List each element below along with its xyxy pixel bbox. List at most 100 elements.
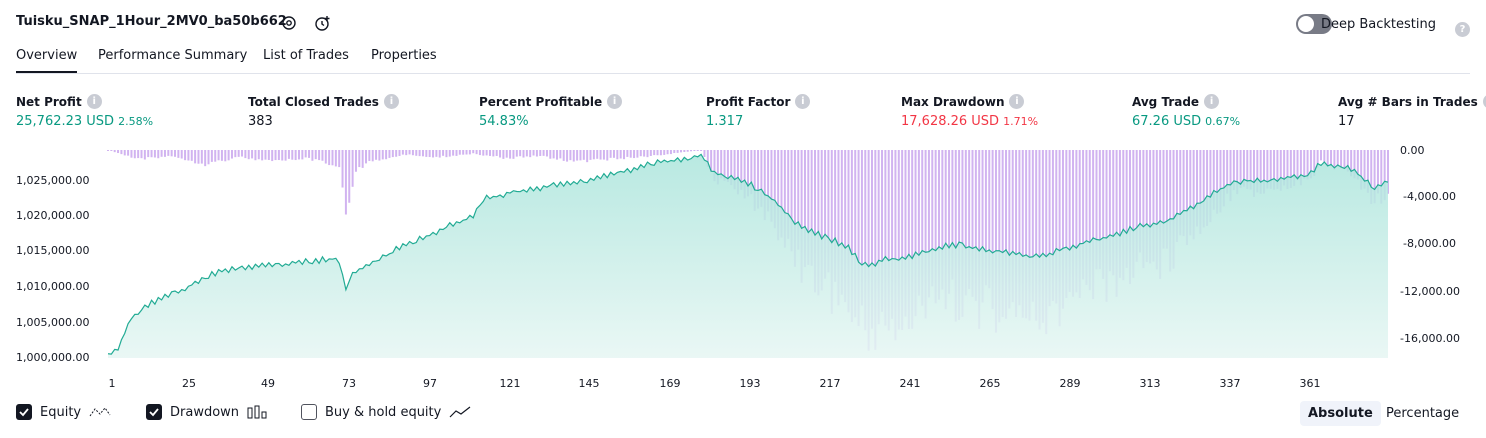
drawdown-bar [964, 150, 967, 296]
drawdown-bar [187, 150, 190, 161]
drawdown-bar [1283, 150, 1286, 186]
drawdown-bar [113, 150, 116, 153]
info-icon[interactable]: i [1009, 94, 1025, 109]
drawdown-bar [1135, 150, 1138, 262]
info-icon[interactable]: i [86, 94, 102, 109]
drawdown-bar [177, 150, 180, 158]
info-icon[interactable]: i [383, 94, 399, 109]
drawdown-bar [1229, 150, 1232, 202]
left-axis-tick: 1,015,000.00 [16, 244, 90, 257]
info-icon[interactable]: i [1204, 94, 1220, 109]
drawdown-bar [911, 150, 914, 329]
tab-overview[interactable]: Overview [16, 48, 78, 74]
drawdown-bar [475, 150, 478, 155]
drawdown-bar [937, 150, 940, 300]
drawdown-bar [867, 150, 870, 351]
drawdown-bar [1139, 150, 1142, 253]
drawdown-bar [1115, 150, 1118, 297]
tab-properties[interactable]: Properties [371, 48, 437, 63]
drawdown-bar [133, 150, 136, 159]
drawdown-bar [653, 150, 656, 156]
drawdown-checkbox[interactable] [146, 404, 162, 420]
drawdown-bar [663, 150, 666, 155]
legend-equity[interactable]: Equity [16, 404, 111, 420]
drawdown-bar [1370, 150, 1373, 205]
drawdown-bar [395, 150, 398, 157]
drawdown-bar [1175, 150, 1178, 242]
drawdown-bar [1286, 150, 1289, 190]
drawdown-bar [452, 150, 455, 156]
drawdown-bar [261, 150, 264, 161]
drawdown-bar [140, 150, 143, 159]
tab-list-of-trades[interactable]: List of Trades [263, 48, 349, 63]
drawdown-bar [214, 150, 217, 162]
drawdown-bar [167, 150, 170, 156]
drawdown-bar [207, 150, 210, 165]
x-axis-tick: 289 [1059, 377, 1081, 390]
x-axis-tick: 97 [423, 377, 437, 390]
legend-buy-hold[interactable]: Buy & hold equity [301, 404, 471, 420]
drawdown-bar [783, 150, 786, 248]
drawdown-bar [991, 150, 994, 310]
drawdown-bar [586, 150, 589, 163]
drawdown-bar [361, 150, 364, 168]
tab-performance-summary[interactable]: Performance Summary [98, 48, 248, 63]
drawdown-bar [897, 150, 900, 330]
drawdown-bar [1242, 150, 1245, 187]
drawdown-bar [1293, 150, 1296, 186]
buy-hold-checkbox[interactable] [301, 404, 317, 420]
drawdown-bar [1182, 150, 1185, 237]
deep-backtesting-help-icon[interactable]: ? [1455, 17, 1470, 37]
drawdown-bar [1360, 150, 1363, 190]
metric-label: Profit Factor [706, 94, 791, 109]
equity-label: Equity [40, 404, 82, 420]
drawdown-bar [901, 150, 904, 330]
drawdown-bar [465, 150, 468, 155]
right-axis-tick: -4,000.00 [1403, 190, 1456, 203]
drawdown-bar [626, 150, 629, 157]
x-axis-tick: 1 [108, 377, 116, 390]
drawdown-bar [656, 150, 659, 156]
drawdown-bar [700, 150, 703, 151]
drawdown-bar [807, 150, 810, 265]
drawdown-bar [1122, 150, 1125, 281]
drawdown-bar [368, 150, 371, 161]
equity-checkbox[interactable] [16, 404, 32, 420]
info-icon[interactable]: i [795, 94, 811, 109]
drawdown-bar [1048, 150, 1051, 307]
absolute-button[interactable]: Absolute [1300, 401, 1381, 426]
drawdown-bar [887, 150, 890, 331]
drawdown-bar [1336, 150, 1339, 167]
drawdown-bar [482, 150, 485, 156]
drawdown-bar [505, 150, 508, 158]
drawdown-bar [535, 150, 538, 157]
x-axis-tick: 145 [578, 377, 600, 390]
drawdown-bar [1128, 150, 1131, 285]
drawdown-bar [348, 150, 351, 203]
legend-drawdown[interactable]: Drawdown [146, 404, 267, 420]
settings-gear-icon[interactable] [280, 14, 298, 32]
drawdown-bar [1072, 150, 1075, 297]
percentage-button[interactable]: Percentage [1386, 406, 1460, 421]
drawdown-bar [1088, 150, 1091, 291]
drawdown-bar [556, 150, 559, 160]
info-icon[interactable]: i [1482, 94, 1486, 109]
deep-backtesting-toggle[interactable] [1296, 14, 1332, 34]
drawdown-bar [569, 150, 572, 161]
drawdown-bar [1011, 150, 1014, 303]
drawdown-bar [277, 150, 280, 161]
drawdown-bar [1085, 150, 1088, 285]
drawdown-bar [415, 150, 418, 156]
drawdown-bar [854, 150, 857, 318]
x-axis-tick: 361 [1299, 377, 1321, 390]
drawdown-bar [1159, 150, 1162, 279]
add-alert-clock-icon[interactable] [314, 14, 332, 32]
drawdown-bar [596, 150, 599, 159]
info-icon[interactable]: i [607, 94, 623, 109]
drawdown-bar [1256, 150, 1259, 193]
drawdown-bar [877, 150, 880, 325]
drawdown-bar [870, 150, 873, 329]
drawdown-bar [747, 150, 749, 197]
drawdown-bar [157, 150, 160, 159]
